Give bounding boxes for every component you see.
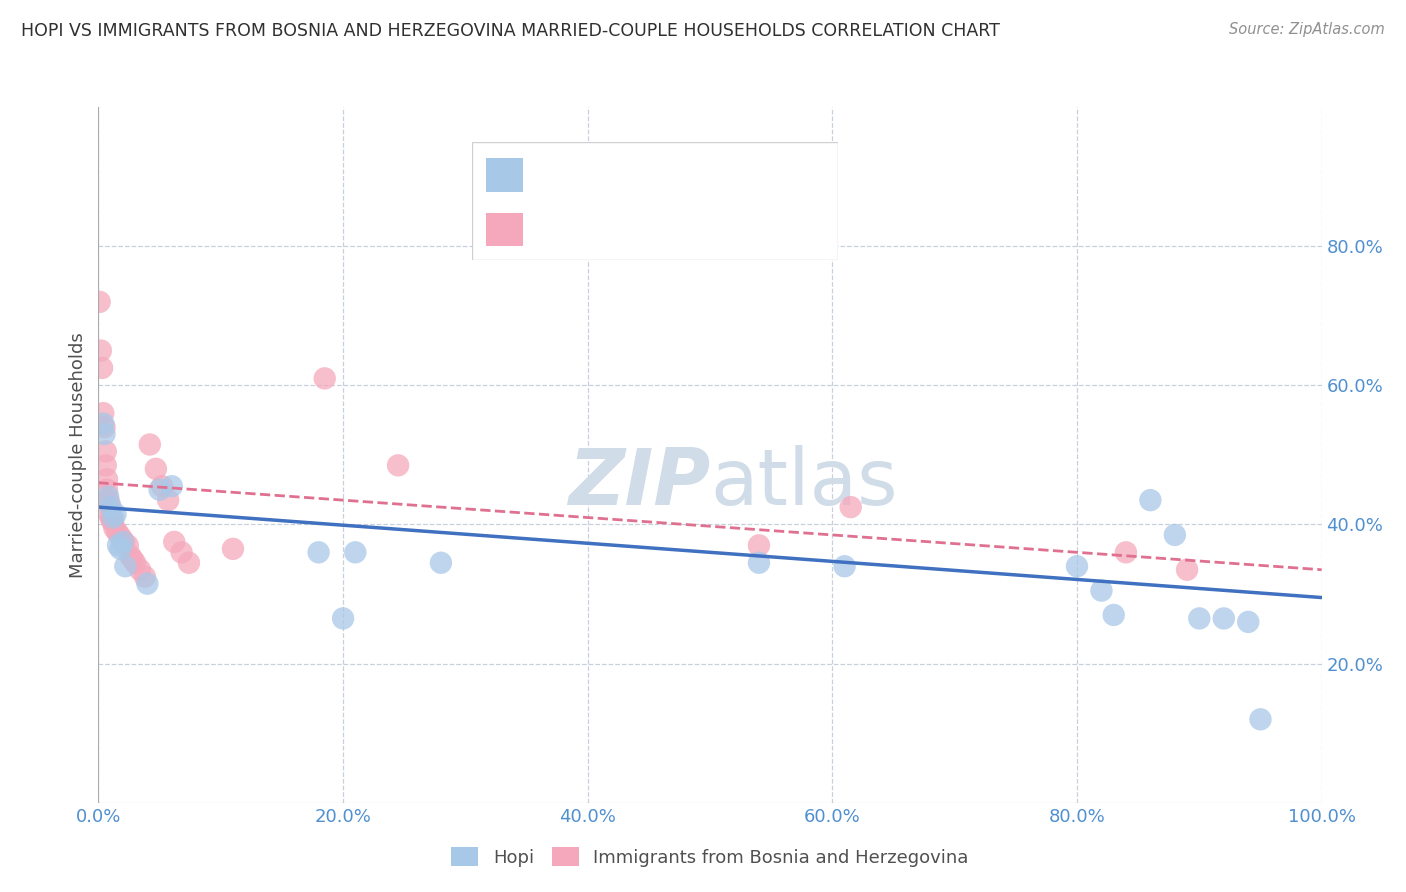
Point (101, 510, 124, 524)
Y-axis label: Married-couple Households: Married-couple Households (69, 332, 87, 578)
Legend: Hopi, Immigrants from Bosnia and Herzegovina: Hopi, Immigrants from Bosnia and Herzego… (444, 840, 976, 874)
Point (308, 545, 330, 559)
Point (314, 371, 336, 385)
Point (91, 406, 114, 420)
Point (93, 427, 115, 442)
Point (839, 500, 862, 514)
Point (1188, 611, 1211, 625)
Point (96, 472, 118, 486)
Point (97, 493, 120, 508)
Point (94, 444, 117, 458)
Point (1237, 615, 1260, 629)
Point (120, 549, 142, 563)
Point (91, 417, 114, 431)
Point (430, 556, 453, 570)
Point (100, 500, 122, 514)
Point (1139, 493, 1161, 508)
Point (98, 497, 121, 511)
Text: ZIP: ZIP (568, 445, 710, 521)
Point (1212, 611, 1234, 625)
Point (117, 538, 139, 552)
Point (101, 514, 124, 528)
Point (177, 556, 200, 570)
Point (834, 559, 856, 574)
Point (1102, 607, 1125, 622)
Point (1090, 583, 1112, 598)
Point (108, 528, 131, 542)
Text: HOPI VS IMMIGRANTS FROM BOSNIA AND HERZEGOVINA MARRIED-COUPLE HOUSEHOLDS CORRELA: HOPI VS IMMIGRANTS FROM BOSNIA AND HERZE… (21, 22, 1000, 40)
Point (332, 611, 354, 625)
Point (160, 479, 183, 493)
Text: Source: ZipAtlas.com: Source: ZipAtlas.com (1229, 22, 1385, 37)
Point (94, 458, 117, 473)
Point (136, 576, 159, 591)
Point (98, 507, 121, 521)
Point (110, 541, 132, 556)
Point (96, 483, 118, 497)
Point (1066, 559, 1088, 574)
Point (748, 538, 770, 552)
Point (134, 570, 156, 584)
Point (149, 483, 172, 497)
Point (89, 294, 111, 309)
Point (222, 541, 245, 556)
Text: atlas: atlas (710, 445, 897, 521)
Point (145, 462, 167, 476)
Point (93, 420, 115, 434)
Point (1175, 563, 1198, 577)
Point (1164, 528, 1187, 542)
Point (139, 437, 162, 451)
Point (748, 556, 770, 570)
Point (121, 552, 143, 566)
Point (1249, 712, 1271, 726)
Point (150, 479, 173, 493)
Point (107, 538, 129, 552)
Point (100, 510, 122, 524)
Point (170, 545, 193, 559)
Point (129, 563, 152, 577)
Point (105, 524, 128, 539)
Point (103, 521, 125, 535)
Point (157, 493, 180, 508)
Point (111, 532, 134, 546)
Point (111, 535, 134, 549)
Point (114, 559, 136, 574)
Point (344, 545, 367, 559)
Point (1115, 545, 1137, 559)
Point (91, 360, 114, 375)
Point (97, 490, 120, 504)
Point (124, 556, 146, 570)
Point (163, 535, 186, 549)
Point (90, 343, 112, 358)
Point (101, 514, 124, 528)
Point (104, 507, 127, 521)
Point (387, 458, 409, 473)
Point (112, 535, 135, 549)
